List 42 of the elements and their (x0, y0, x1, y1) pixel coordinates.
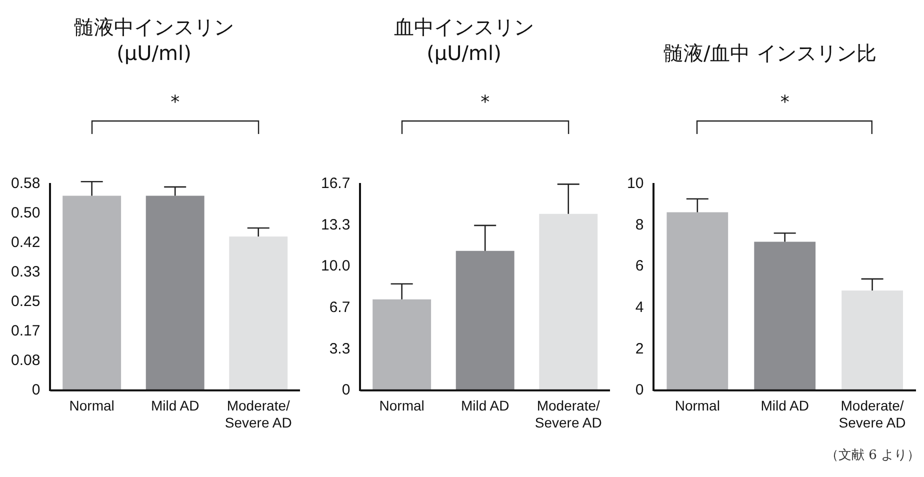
bar (842, 290, 903, 390)
y-tick-label: 0.50 (10, 204, 40, 222)
x-tick-label: Moderate/ Severe AD (224, 398, 292, 430)
bar (666, 212, 728, 390)
y-tick-label: 3.3 (329, 340, 350, 358)
y-tick-label: 10.0 (320, 258, 350, 275)
y-tick-label: 4 (635, 298, 644, 316)
x-tick-label: Moderate/ Severe AD (534, 398, 602, 430)
bar (539, 214, 598, 390)
x-tick-label: Mild AD (150, 398, 200, 414)
y-tick-label: 6.7 (329, 298, 350, 316)
chart-title: 血中インスリン (μU/ml) (393, 14, 535, 66)
x-tick-label: Normal (674, 398, 720, 414)
y-tick-label: 0 (342, 382, 350, 399)
y-tick-label: 0.42 (10, 234, 40, 252)
y-tick-label: 8 (635, 216, 644, 234)
y-tick-label: 13.3 (320, 216, 350, 234)
y-tick-label: 0.17 (10, 322, 40, 340)
x-tick-label: Normal (69, 398, 114, 414)
chart-title: 髄液/血中 インスリン比 (662, 40, 878, 66)
y-tick-label: 10 (626, 175, 644, 192)
y-tick-label: 0.58 (10, 175, 40, 192)
text: * (170, 92, 180, 113)
x-tick-label: Mild AD (460, 398, 510, 414)
bar (372, 299, 432, 390)
x-tick-label: Moderate/ Severe AD (838, 398, 906, 430)
x-tick-label: Normal (379, 398, 424, 414)
y-tick-label: 0 (635, 382, 644, 399)
chart-title: 髄液中インスリン (μU/ml) (73, 14, 235, 66)
text: * (780, 92, 790, 113)
y-tick-label: 0.08 (10, 352, 40, 370)
y-tick-label: 0 (32, 382, 40, 399)
y-tick-label: 0.33 (10, 264, 40, 281)
bar (754, 242, 816, 390)
y-tick-label: 16.7 (320, 175, 350, 192)
text: * (480, 92, 490, 113)
bar (456, 250, 514, 390)
y-tick-label: 0.25 (10, 293, 40, 310)
x-tick-label: Mild AD (760, 398, 809, 414)
y-tick-label: 6 (635, 258, 644, 275)
y-tick-label: 2 (635, 340, 644, 358)
text: （文献 6 より） (825, 447, 920, 464)
